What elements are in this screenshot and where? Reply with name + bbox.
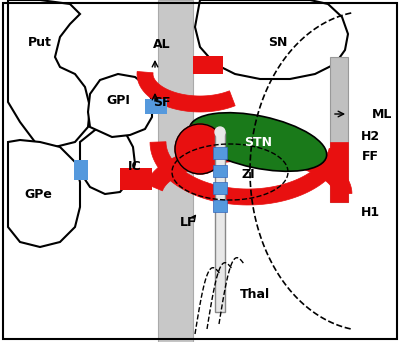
Bar	[120, 168, 152, 190]
Text: H2: H2	[360, 131, 380, 144]
Polygon shape	[330, 57, 348, 202]
Text: LF: LF	[180, 215, 196, 228]
Bar	[215, 132, 225, 312]
Bar	[213, 182, 227, 194]
Polygon shape	[137, 71, 235, 112]
Ellipse shape	[189, 113, 327, 171]
Polygon shape	[146, 143, 352, 195]
Text: SF: SF	[153, 95, 171, 108]
Bar	[213, 200, 227, 212]
Polygon shape	[195, 0, 348, 79]
Polygon shape	[150, 142, 344, 205]
Polygon shape	[330, 142, 348, 202]
Circle shape	[175, 124, 225, 174]
Bar	[213, 147, 227, 159]
Text: IC: IC	[128, 160, 142, 173]
Polygon shape	[8, 0, 90, 147]
Text: ZI: ZI	[241, 169, 255, 182]
Bar	[193, 56, 223, 74]
Polygon shape	[158, 0, 193, 342]
Bar	[74, 160, 88, 180]
Text: Put: Put	[28, 36, 52, 49]
Text: AL: AL	[153, 38, 171, 51]
Polygon shape	[80, 127, 135, 194]
Bar	[213, 165, 227, 177]
Text: FF: FF	[362, 150, 378, 163]
Text: H1: H1	[360, 206, 380, 219]
Polygon shape	[8, 140, 80, 247]
Bar	[145, 99, 167, 114]
Text: STN: STN	[244, 135, 272, 148]
Text: Thal: Thal	[240, 289, 270, 302]
Text: ML: ML	[372, 107, 392, 120]
Circle shape	[215, 127, 225, 137]
Text: SN: SN	[268, 36, 288, 49]
Text: GPe: GPe	[24, 187, 52, 200]
Text: GPI: GPI	[106, 93, 130, 106]
Polygon shape	[88, 74, 152, 137]
